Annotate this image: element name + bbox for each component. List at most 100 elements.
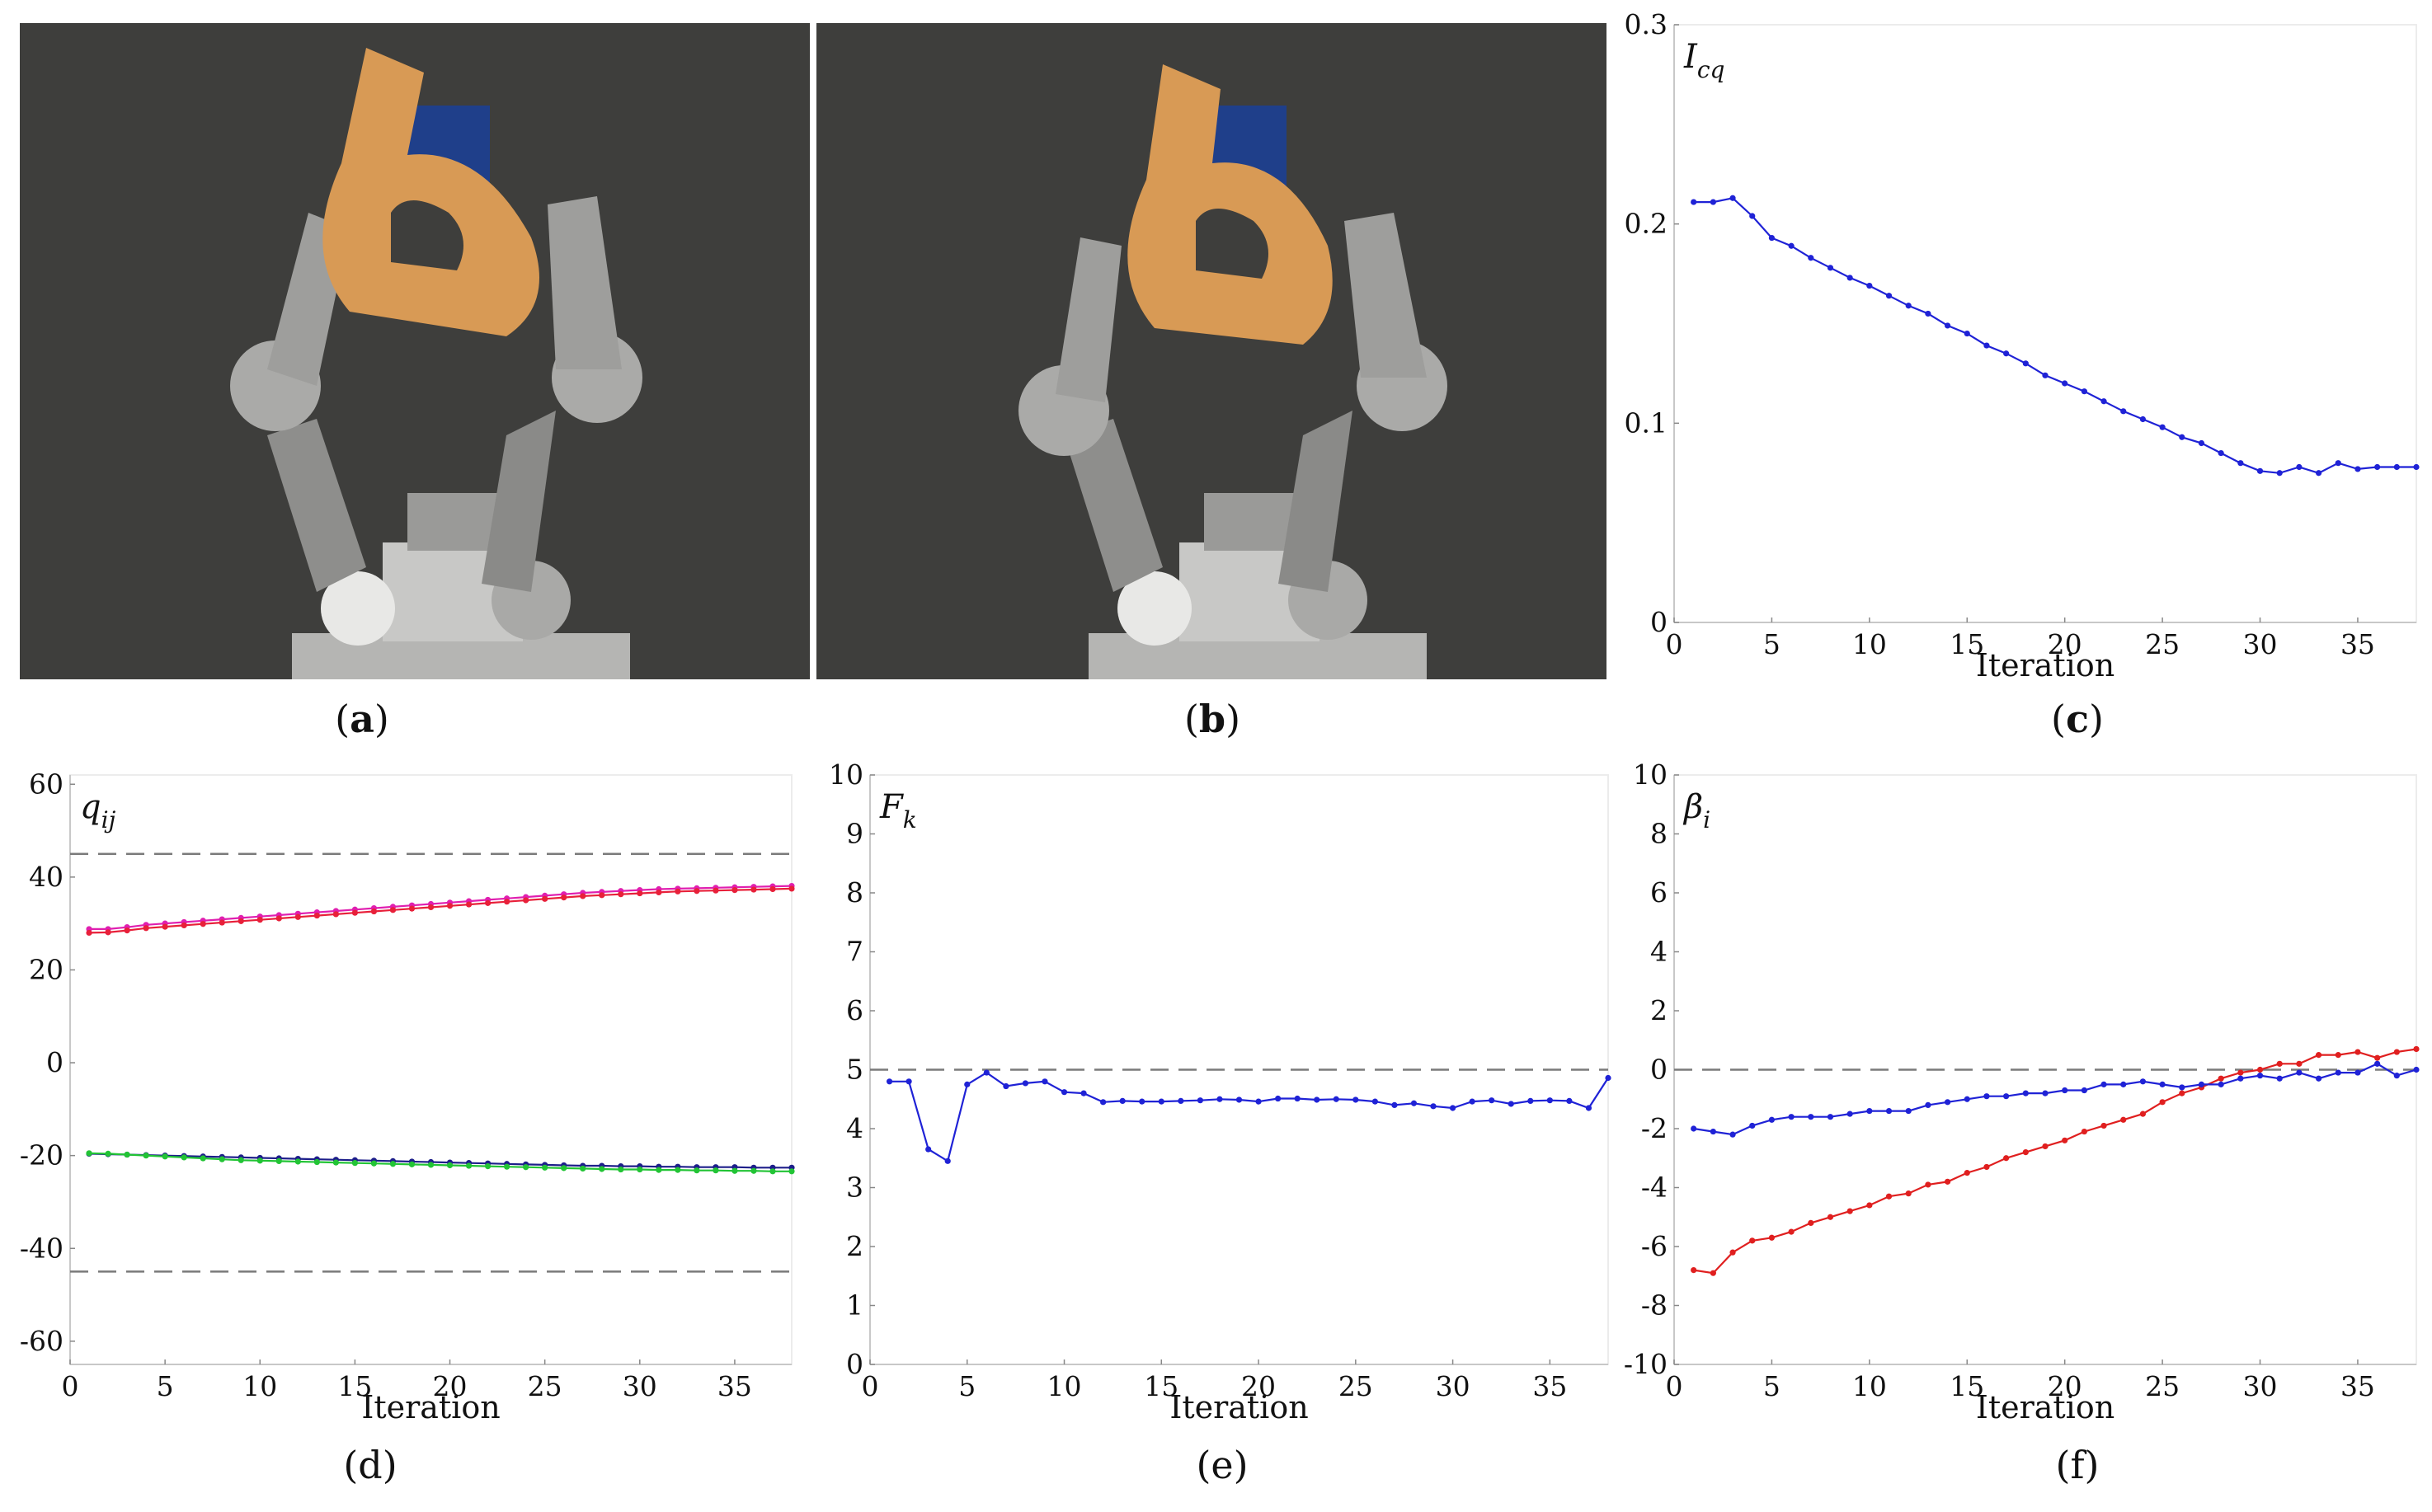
- data-point: [2139, 1078, 2147, 1085]
- data-point: [1410, 1100, 1418, 1106]
- data-point: [561, 895, 567, 901]
- data-point: [2335, 1069, 2341, 1076]
- data-point: [750, 1167, 757, 1174]
- data-point: [446, 1162, 454, 1169]
- data-point: [1885, 293, 1893, 299]
- data-point: [2296, 1060, 2303, 1067]
- data-point: [2237, 1075, 2244, 1082]
- data-point: [2413, 1045, 2420, 1053]
- data-point: [2218, 1075, 2224, 1082]
- x-tick-label: 20: [2048, 1370, 2082, 1402]
- series-line-1: [89, 885, 793, 930]
- data-point: [1925, 1181, 1931, 1188]
- data-point: [2100, 398, 2107, 405]
- data-point: [944, 1157, 951, 1164]
- data-point: [408, 905, 416, 912]
- data-point: [1371, 1098, 1378, 1105]
- y-tick-label: 1: [846, 1289, 863, 1322]
- y-tick-label: 8: [1650, 818, 1668, 850]
- data-point: [1808, 255, 1814, 261]
- y-tick-label: 7: [846, 936, 863, 968]
- data-point: [2159, 424, 2166, 430]
- x-tick-label: 10: [1852, 628, 1887, 660]
- data-point: [238, 918, 244, 924]
- data-point: [1885, 1107, 1893, 1115]
- data-point: [2413, 463, 2420, 471]
- data-point: [219, 919, 225, 926]
- data-point: [1294, 1095, 1301, 1102]
- data-point: [542, 895, 548, 902]
- data-point: [2296, 1069, 2303, 1076]
- data-point: [599, 1166, 605, 1172]
- data-point: [2022, 1090, 2029, 1096]
- data-point: [618, 1166, 624, 1173]
- x-tick-label: 25: [2145, 1370, 2180, 1402]
- data-point: [1827, 265, 1834, 271]
- data-point: [332, 911, 339, 918]
- x-tick-label: 5: [958, 1370, 976, 1402]
- data-point: [351, 1160, 358, 1167]
- data-point: [1449, 1105, 1456, 1111]
- y-tick-label: 10: [1633, 758, 1668, 791]
- y-tick-label: 6: [1650, 876, 1668, 909]
- y-tick-label: -4: [1641, 1172, 1668, 1204]
- y-tick-label: 5: [846, 1054, 863, 1086]
- caption-b: (b): [1183, 697, 1241, 741]
- data-point: [1003, 1082, 1009, 1090]
- data-point: [788, 885, 795, 892]
- caption-e: (e): [1196, 1443, 1249, 1487]
- chart-e-svg: 0 1 2 3 4 5 6 7 8 9 10 0 5 10 15 20 25 30 35 Iteration Fk: [829, 758, 1611, 1425]
- data-point: [580, 1165, 586, 1172]
- data-point: [1768, 1234, 1776, 1241]
- y-tick-label: 0: [46, 1046, 64, 1078]
- robot-hand-image-a: [20, 23, 810, 679]
- data-point: [2276, 470, 2283, 477]
- data-point: [162, 1153, 168, 1160]
- data-point: [1061, 1089, 1068, 1096]
- data-point: [1749, 1122, 1756, 1129]
- chart-e: 0 1 2 3 4 5 6 7 8 9 10 0 5 10 15 20 25 30 35 Iteration Fk: [804, 758, 1616, 1443]
- y-tick-label: 4: [1650, 936, 1668, 968]
- data-point: [713, 887, 719, 894]
- y-tick-label: -8: [1641, 1289, 1668, 1322]
- photo-a: [20, 23, 810, 679]
- data-point: [1964, 330, 1970, 337]
- data-point: [1749, 213, 1756, 219]
- x-tick-label: 20: [1241, 1370, 1276, 1402]
- data-point: [2256, 1073, 2264, 1079]
- data-point: [1546, 1097, 1553, 1104]
- x-tick-label: 10: [1047, 1370, 1082, 1402]
- x-tick-label: 15: [1950, 1370, 1984, 1402]
- x-tick-label: 5: [157, 1370, 174, 1402]
- data-point: [1983, 342, 1990, 349]
- x-tick-label: 35: [1532, 1370, 1567, 1402]
- data-point: [1216, 1096, 1223, 1102]
- data-point: [370, 1160, 378, 1167]
- series-line-1: [1693, 1048, 2417, 1275]
- series-line-4: [88, 1152, 792, 1172]
- x-tick-label: 0: [1666, 628, 1683, 660]
- data-point: [1729, 1131, 1736, 1138]
- data-point: [1866, 1202, 1873, 1209]
- data-point: [1846, 1111, 1853, 1117]
- x-axis-label: Iteration: [1976, 1389, 2114, 1425]
- data-point: [1827, 1114, 1834, 1120]
- data-point: [2003, 1093, 2010, 1100]
- data-point: [788, 1168, 795, 1175]
- x-tick-label: 25: [528, 1370, 562, 1402]
- data-point: [370, 908, 378, 915]
- data-point: [1352, 1096, 1359, 1103]
- data-point: [2179, 1084, 2185, 1091]
- data-point: [694, 1167, 700, 1174]
- data-point: [1119, 1097, 1126, 1104]
- data-point: [1729, 195, 1736, 201]
- data-point: [1846, 1208, 1853, 1214]
- x-tick-label: 15: [1144, 1370, 1178, 1402]
- data-point: [1275, 1095, 1282, 1102]
- data-point: [1691, 199, 1697, 205]
- data-point: [2237, 460, 2244, 467]
- x-tick-label: 25: [2145, 628, 2180, 660]
- x-tick-label: 30: [623, 1370, 657, 1402]
- data-point: [484, 1163, 492, 1170]
- data-point: [1391, 1101, 1398, 1108]
